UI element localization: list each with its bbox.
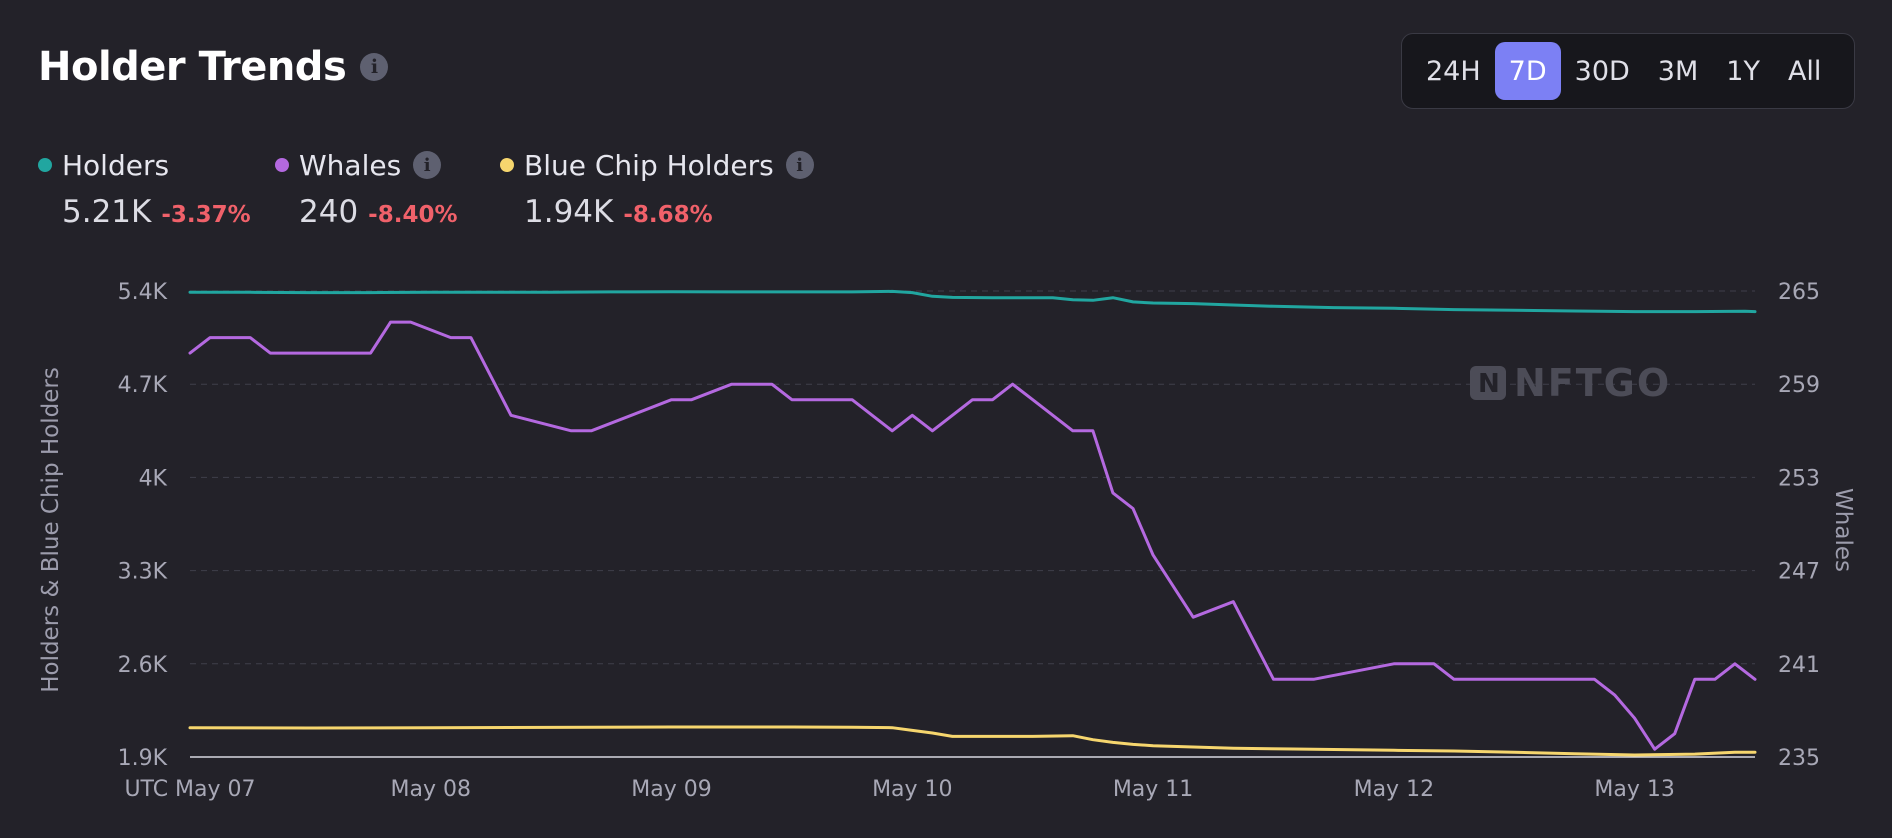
page-title: Holder Trends [38, 44, 347, 90]
y-right-tick-label: 247 [1778, 560, 1820, 585]
legend-item-holders[interactable]: Holders 5.21K -3.37% [38, 148, 275, 230]
info-icon[interactable]: i [785, 151, 814, 179]
x-tick-label: May 13 [1594, 777, 1674, 802]
legend-value: 1.94K [524, 194, 614, 230]
y-left-tick-label: 1.9K [118, 746, 168, 771]
whales-dot-icon [275, 158, 289, 172]
legend-change: -3.37% [161, 202, 251, 228]
y-right-tick-label: 259 [1778, 373, 1820, 398]
range-button-all[interactable]: All [1787, 55, 1822, 87]
x-tick-label: May 12 [1354, 777, 1434, 802]
x-tick-label: May 11 [1113, 777, 1193, 802]
x-tick-label: May 08 [391, 777, 471, 802]
holders-dot-icon [38, 158, 52, 172]
x-axis-ticks: UTC May 07 May 08 May 09 May 10 May 11 May 12… [124, 777, 1674, 802]
legend-label: Holders [62, 148, 170, 182]
legend-item-blue-chip-holders[interactable]: Blue Chip Holders i 1.94K -8.68% [500, 148, 814, 230]
nftgo-logo-glyph: N [1478, 369, 1500, 399]
chart-title-row: Holder Trends i [38, 44, 389, 90]
legend-value: 240 [299, 194, 359, 230]
legend-item-whales[interactable]: Whales i 240 -8.40% [275, 148, 500, 230]
y-axis-right-ticks: 265 259 253 247 241 235 [1778, 280, 1820, 771]
range-button-1y[interactable]: 1Y [1726, 55, 1760, 87]
range-button-7d[interactable]: 7D [1494, 42, 1561, 100]
y-right-tick-label: 235 [1778, 746, 1820, 771]
legend-value: 5.21K [62, 194, 152, 230]
series-line-holders[interactable] [188, 289, 1757, 314]
nftgo-logo-icon [1470, 366, 1506, 400]
watermark-text: NFTGO [1514, 361, 1671, 405]
blue-chip-dot-icon [500, 158, 514, 172]
x-tick-label: May 10 [872, 777, 952, 802]
y-axis-right-label: Whales [1830, 488, 1856, 572]
x-tick-label: UTC May 07 [124, 777, 255, 802]
info-icon[interactable]: i [413, 151, 442, 179]
y-right-tick-label: 241 [1778, 653, 1820, 678]
legend-change: -8.68% [623, 202, 713, 228]
y-axis-left-ticks: 5.4K 4.7K 4K 3.3K 2.6K 1.9K [118, 280, 168, 771]
chart-series [188, 289, 1757, 757]
series-line-blue-chip-holders[interactable] [188, 725, 1757, 757]
y-left-tick-label: 4K [139, 466, 168, 491]
watermark: N NFTGO [1470, 361, 1671, 405]
y-left-tick-label: 4.7K [118, 373, 168, 398]
y-left-tick-label: 2.6K [118, 653, 168, 678]
y-left-tick-label: 5.4K [118, 280, 168, 305]
range-button-24h[interactable]: 24H [1426, 55, 1481, 87]
legend-label: Whales [299, 148, 402, 182]
time-range-selector: 24H 7D 30D 3M 1Y All [1401, 33, 1855, 109]
legend-label: Blue Chip Holders [524, 148, 774, 182]
y-left-tick-label: 3.3K [118, 560, 168, 585]
y-axis-left-label: Holders & Blue Chip Holders [38, 367, 64, 693]
range-button-3m[interactable]: 3M [1657, 55, 1699, 87]
series-line-whales[interactable] [188, 320, 1757, 751]
x-tick-label: May 09 [631, 777, 711, 802]
range-button-30d[interactable]: 30D [1574, 55, 1630, 87]
grid-lines [190, 290, 1755, 758]
y-right-tick-label: 253 [1778, 466, 1820, 491]
chart-legend: Holders 5.21K -3.37% Whales i 240 -8.40%… [38, 148, 814, 230]
info-icon[interactable]: i [360, 53, 389, 81]
legend-change: -8.40% [368, 202, 458, 228]
y-right-tick-label: 265 [1778, 280, 1820, 305]
